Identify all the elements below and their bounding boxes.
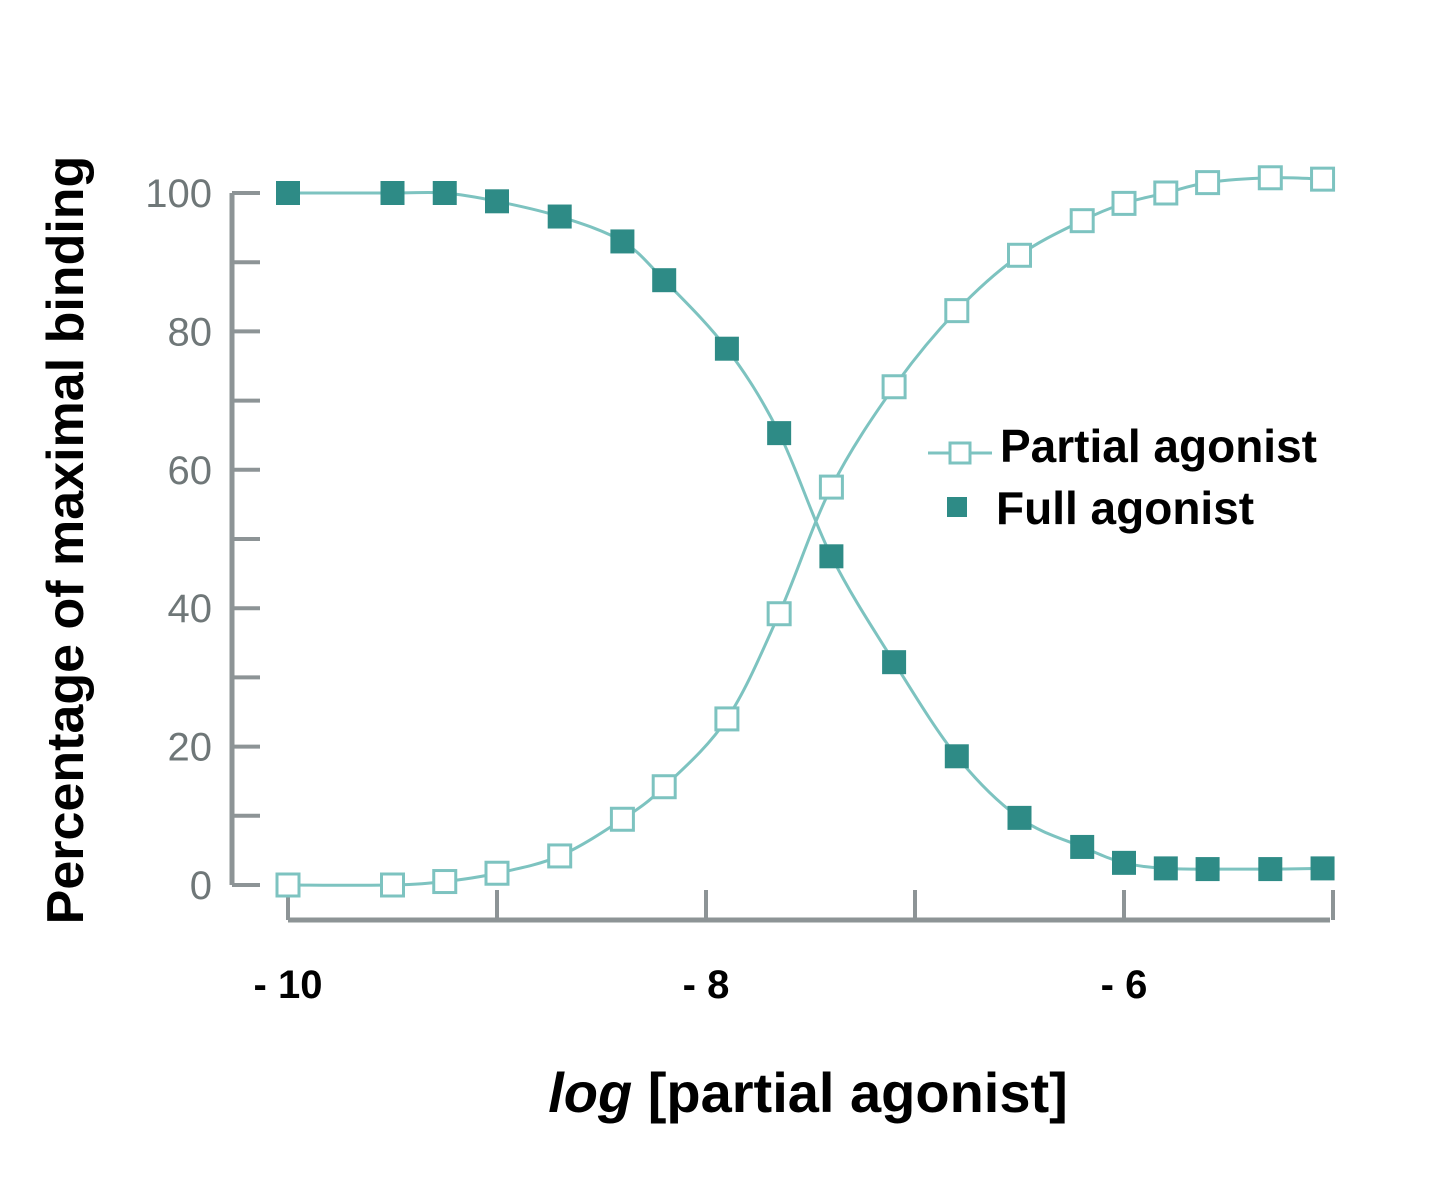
data-point — [882, 650, 907, 675]
legend: Partial agonist Full agonist — [928, 420, 1317, 534]
data-point — [1153, 856, 1178, 881]
x-tick-label: - 8 — [683, 963, 730, 1007]
x-tick-label: - 6 — [1101, 963, 1148, 1007]
data-point — [1258, 857, 1283, 882]
data-point — [818, 474, 844, 500]
data-point — [1153, 180, 1179, 206]
data-point — [819, 544, 844, 569]
x-axis-label-italic: log — [548, 1061, 632, 1124]
data-point — [652, 268, 677, 293]
data-point — [1111, 190, 1137, 216]
axes — [229, 191, 1335, 923]
data-point — [275, 872, 301, 898]
y-tick-label: 40 — [168, 587, 213, 631]
data-point — [1310, 856, 1335, 881]
data-point — [432, 181, 457, 205]
x-axis-label: log [partial agonist] — [548, 1061, 1068, 1124]
data-point — [714, 336, 739, 361]
data-point — [881, 374, 907, 400]
data-point — [944, 298, 970, 324]
data-point — [547, 204, 572, 229]
data-point — [1069, 208, 1095, 234]
x-axis-label-rest: [partial agonist] — [632, 1061, 1068, 1124]
data-point — [1195, 170, 1221, 196]
legend-full-label: Full agonist — [996, 482, 1254, 534]
data-point — [1070, 834, 1095, 859]
data-point — [651, 774, 677, 800]
y-tick-label: 60 — [168, 449, 213, 493]
y-tick-label: 0 — [190, 864, 212, 908]
data-point — [485, 189, 509, 214]
data-point — [547, 843, 573, 869]
data-point — [944, 744, 969, 769]
data-point — [380, 181, 405, 205]
y-tick-label: 80 — [168, 310, 213, 354]
data-point — [432, 869, 458, 895]
series-partial-agonist — [275, 165, 1336, 898]
x-tick-label: - 10 — [254, 963, 323, 1007]
series-full-agonist — [276, 181, 1335, 882]
y-tick-labels: 0 20 40 60 80 100 — [145, 172, 212, 908]
x-tick-labels: - 10 - 8 - 6 — [254, 963, 1148, 1007]
data-point — [610, 229, 635, 254]
data-point — [767, 421, 792, 446]
y-tick-label: 20 — [168, 726, 213, 770]
legend-partial-marker — [948, 441, 972, 465]
data-point — [1007, 242, 1032, 268]
data-point — [1112, 850, 1136, 875]
y-tick-label: 100 — [145, 172, 212, 216]
data-point — [1310, 166, 1336, 192]
legend-full-marker — [947, 497, 967, 517]
data-point — [484, 860, 510, 886]
data-point — [380, 872, 405, 898]
data-point — [1195, 857, 1220, 882]
series-layer — [275, 165, 1336, 898]
data-point — [609, 806, 635, 832]
data-point — [276, 181, 300, 205]
data-point — [1257, 165, 1283, 191]
data-point — [1007, 805, 1032, 830]
legend-partial-label: Partial agonist — [1000, 420, 1317, 472]
data-point — [766, 601, 792, 627]
data-point — [714, 706, 740, 732]
y-axis-label: Percentage of maximal binding — [37, 156, 95, 925]
